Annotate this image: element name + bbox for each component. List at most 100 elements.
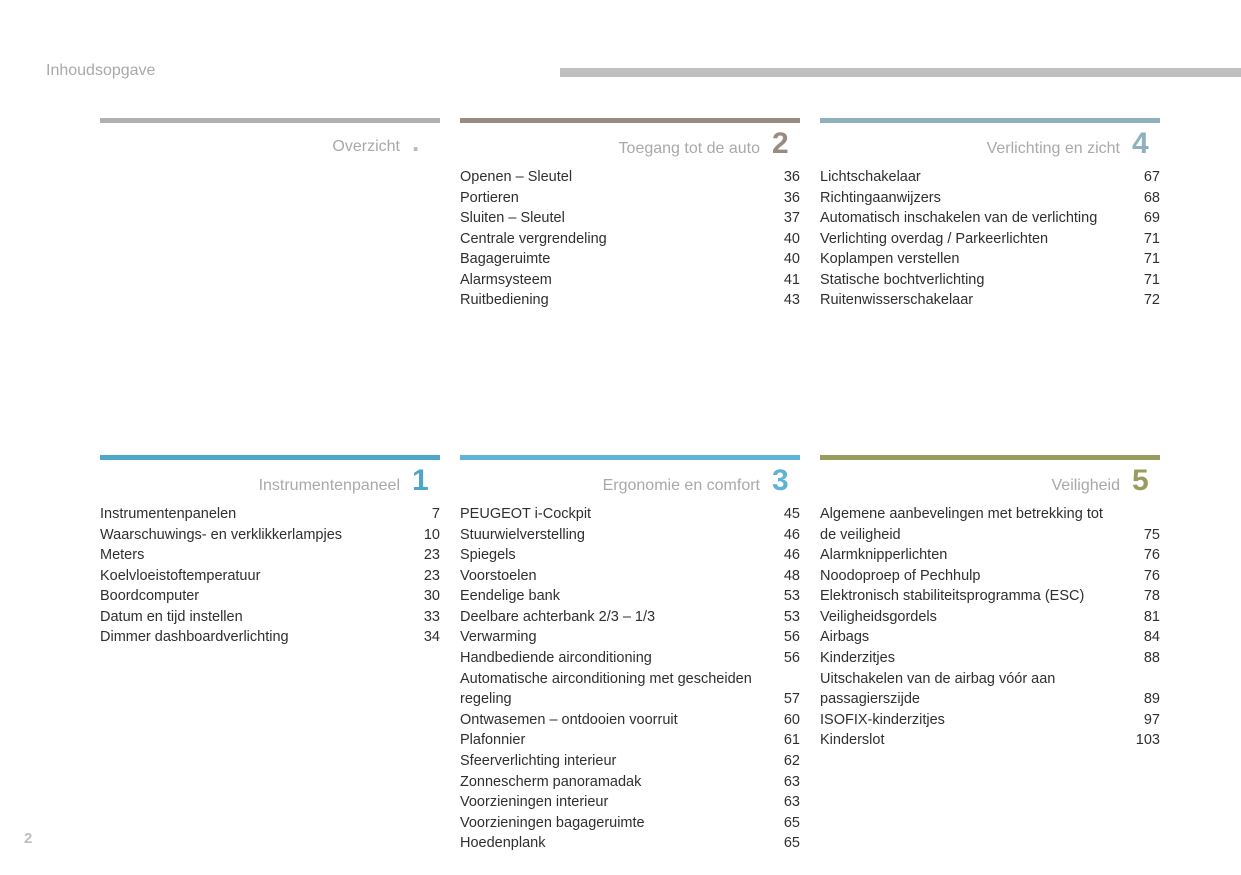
section-title: Veiligheid <box>820 477 1120 495</box>
toc-row[interactable]: Voorzieningen bagageruimte65 <box>460 813 800 834</box>
toc-row[interactable]: Airbags84 <box>820 627 1160 648</box>
section-header: Overzicht. <box>100 129 440 156</box>
toc-page: 69 <box>1126 208 1160 229</box>
toc-row[interactable]: Voorzieningen interieur63 <box>460 792 800 813</box>
toc-label: Sluiten – Sleutel <box>460 208 766 229</box>
toc-row[interactable]: Meters23 <box>100 545 440 566</box>
toc-row[interactable]: Instrumentenpanelen7 <box>100 504 440 525</box>
toc-label: Statische bochtverlichting <box>820 270 1126 291</box>
toc-row[interactable]: ISOFIX-kinderzitjes97 <box>820 710 1160 731</box>
toc-page: 71 <box>1126 229 1160 250</box>
toc-label: Koplampen verstellen <box>820 249 1126 270</box>
toc-row[interactable]: Alarmsysteem41 <box>460 270 800 291</box>
toc-label: Airbags <box>820 627 1126 648</box>
toc-page: 65 <box>766 813 800 834</box>
toc-row[interactable]: Spiegels46 <box>460 545 800 566</box>
toc-page: 57 <box>766 689 800 710</box>
toc-label: Dimmer dashboardverlichting <box>100 627 406 648</box>
toc-label: Zonnescherm panoramadak <box>460 772 766 793</box>
toc-row[interactable]: Bagageruimte40 <box>460 249 800 270</box>
toc-row[interactable]: Uitschakelen van de airbag vóór aan pass… <box>820 669 1160 710</box>
toc-row[interactable]: Sluiten – Sleutel37 <box>460 208 800 229</box>
toc-row[interactable]: Automatische airconditioning met geschei… <box>460 669 800 710</box>
toc-label: Hoedenplank <box>460 833 766 854</box>
toc-row[interactable]: Koelvloeistoftemperatuur23 <box>100 566 440 587</box>
toc-page: 76 <box>1126 545 1160 566</box>
section-bar <box>820 455 1160 460</box>
toc-row[interactable]: Lichtschakelaar67 <box>820 167 1160 188</box>
toc-row[interactable]: Statische bochtverlichting71 <box>820 270 1160 291</box>
page-title: Inhoudsopgave <box>46 62 155 80</box>
toc-row[interactable]: Kinderzitjes88 <box>820 648 1160 669</box>
toc-row[interactable]: Deelbare achterbank 2/3 – 1/353 <box>460 607 800 628</box>
toc-row[interactable]: Kinderslot103 <box>820 730 1160 751</box>
toc-page: 72 <box>1126 290 1160 311</box>
toc-row[interactable]: Waarschuwings- en verklikkerlampjes10 <box>100 525 440 546</box>
toc-page: 48 <box>766 566 800 587</box>
toc-row[interactable]: Sfeerverlichting interieur62 <box>460 751 800 772</box>
toc-label: Datum en tijd instellen <box>100 607 406 628</box>
section-bar <box>820 118 1160 123</box>
toc-label: Automatisch inschakelen van de verlichti… <box>820 208 1126 229</box>
toc-row[interactable]: Stuurwielverstelling46 <box>460 525 800 546</box>
toc-row[interactable]: Ruitbediening43 <box>460 290 800 311</box>
toc-label: Voorstoelen <box>460 566 766 587</box>
section-title: Overzicht <box>100 138 400 156</box>
toc-row[interactable]: Richtingaanwijzers68 <box>820 188 1160 209</box>
toc-page: 23 <box>406 545 440 566</box>
toc-label: Stuurwielverstelling <box>460 525 766 546</box>
toc-row[interactable]: PEUGEOT i-Cockpit45 <box>460 504 800 525</box>
toc-row[interactable]: Centrale vergrendeling40 <box>460 229 800 250</box>
section-number: 1 <box>412 466 440 496</box>
toc-label: Verlichting overdag / Parkeerlichten <box>820 229 1126 250</box>
section-number: 2 <box>772 129 800 159</box>
section-bar <box>100 455 440 460</box>
toc-list: Instrumentenpanelen7Waarschuwings- en ve… <box>100 504 440 648</box>
toc-row[interactable]: Portieren36 <box>460 188 800 209</box>
toc-page: 62 <box>766 751 800 772</box>
section-ergonomie: Ergonomie en comfort3PEUGEOT i-Cockpit45… <box>460 455 800 854</box>
toc-page: 53 <box>766 607 800 628</box>
toc-label: Deelbare achterbank 2/3 – 1/3 <box>460 607 766 628</box>
toc-row[interactable]: Verlichting overdag / Parkeerlichten71 <box>820 229 1160 250</box>
toc-page: 84 <box>1126 627 1160 648</box>
section-header: Instrumentenpaneel1 <box>100 466 440 496</box>
section-title: Ergonomie en comfort <box>460 477 760 495</box>
section-header: Verlichting en zicht4 <box>820 129 1160 159</box>
toc-list: PEUGEOT i-Cockpit45Stuurwielverstelling4… <box>460 504 800 854</box>
toc-row[interactable]: Dimmer dashboardverlichting34 <box>100 627 440 648</box>
toc-page: 60 <box>766 710 800 731</box>
toc-row[interactable]: Plafonnier61 <box>460 730 800 751</box>
toc-label: Veiligheidsgordels <box>820 607 1126 628</box>
toc-row[interactable]: Noodoproep of Pechhulp76 <box>820 566 1160 587</box>
toc-page: 89 <box>1126 689 1160 710</box>
toc-label: Automatische airconditioning met geschei… <box>460 669 766 710</box>
toc-page: 71 <box>1126 270 1160 291</box>
toc-page: 97 <box>1126 710 1160 731</box>
toc-row[interactable]: Ontwasemen – ontdooien voorruit60 <box>460 710 800 731</box>
toc-row[interactable]: Verwarming56 <box>460 627 800 648</box>
toc-row[interactable]: Zonnescherm panoramadak63 <box>460 772 800 793</box>
toc-row[interactable]: Automatisch inschakelen van de verlichti… <box>820 208 1160 229</box>
toc-row[interactable]: Ruitenwisserschakelaar72 <box>820 290 1160 311</box>
section-title: Verlichting en zicht <box>820 140 1120 158</box>
toc-row[interactable]: Eendelige bank53 <box>460 586 800 607</box>
toc-page: 40 <box>766 229 800 250</box>
toc-row[interactable]: Hoedenplank65 <box>460 833 800 854</box>
toc-row[interactable]: Algemene aanbevelingen met betrekking to… <box>820 504 1160 545</box>
toc-row[interactable]: Alarmknipperlichten76 <box>820 545 1160 566</box>
toc-label: Noodoproep of Pechhulp <box>820 566 1126 587</box>
toc-row[interactable]: Veiligheidsgordels81 <box>820 607 1160 628</box>
section-dot-icon: . <box>412 129 440 155</box>
toc-row[interactable]: Handbediende airconditioning56 <box>460 648 800 669</box>
toc-row[interactable]: Elektronisch stabiliteitsprogramma (ESC)… <box>820 586 1160 607</box>
toc-row[interactable]: Openen – Sleutel36 <box>460 167 800 188</box>
toc-row[interactable]: Datum en tijd instellen33 <box>100 607 440 628</box>
toc-label: Algemene aanbevelingen met betrekking to… <box>820 504 1126 545</box>
toc-row[interactable]: Boordcomputer30 <box>100 586 440 607</box>
section-overzicht: Overzicht. <box>100 118 440 156</box>
toc-page: 34 <box>406 627 440 648</box>
toc-row[interactable]: Koplampen verstellen71 <box>820 249 1160 270</box>
toc-row[interactable]: Voorstoelen48 <box>460 566 800 587</box>
toc-page: 56 <box>766 648 800 669</box>
